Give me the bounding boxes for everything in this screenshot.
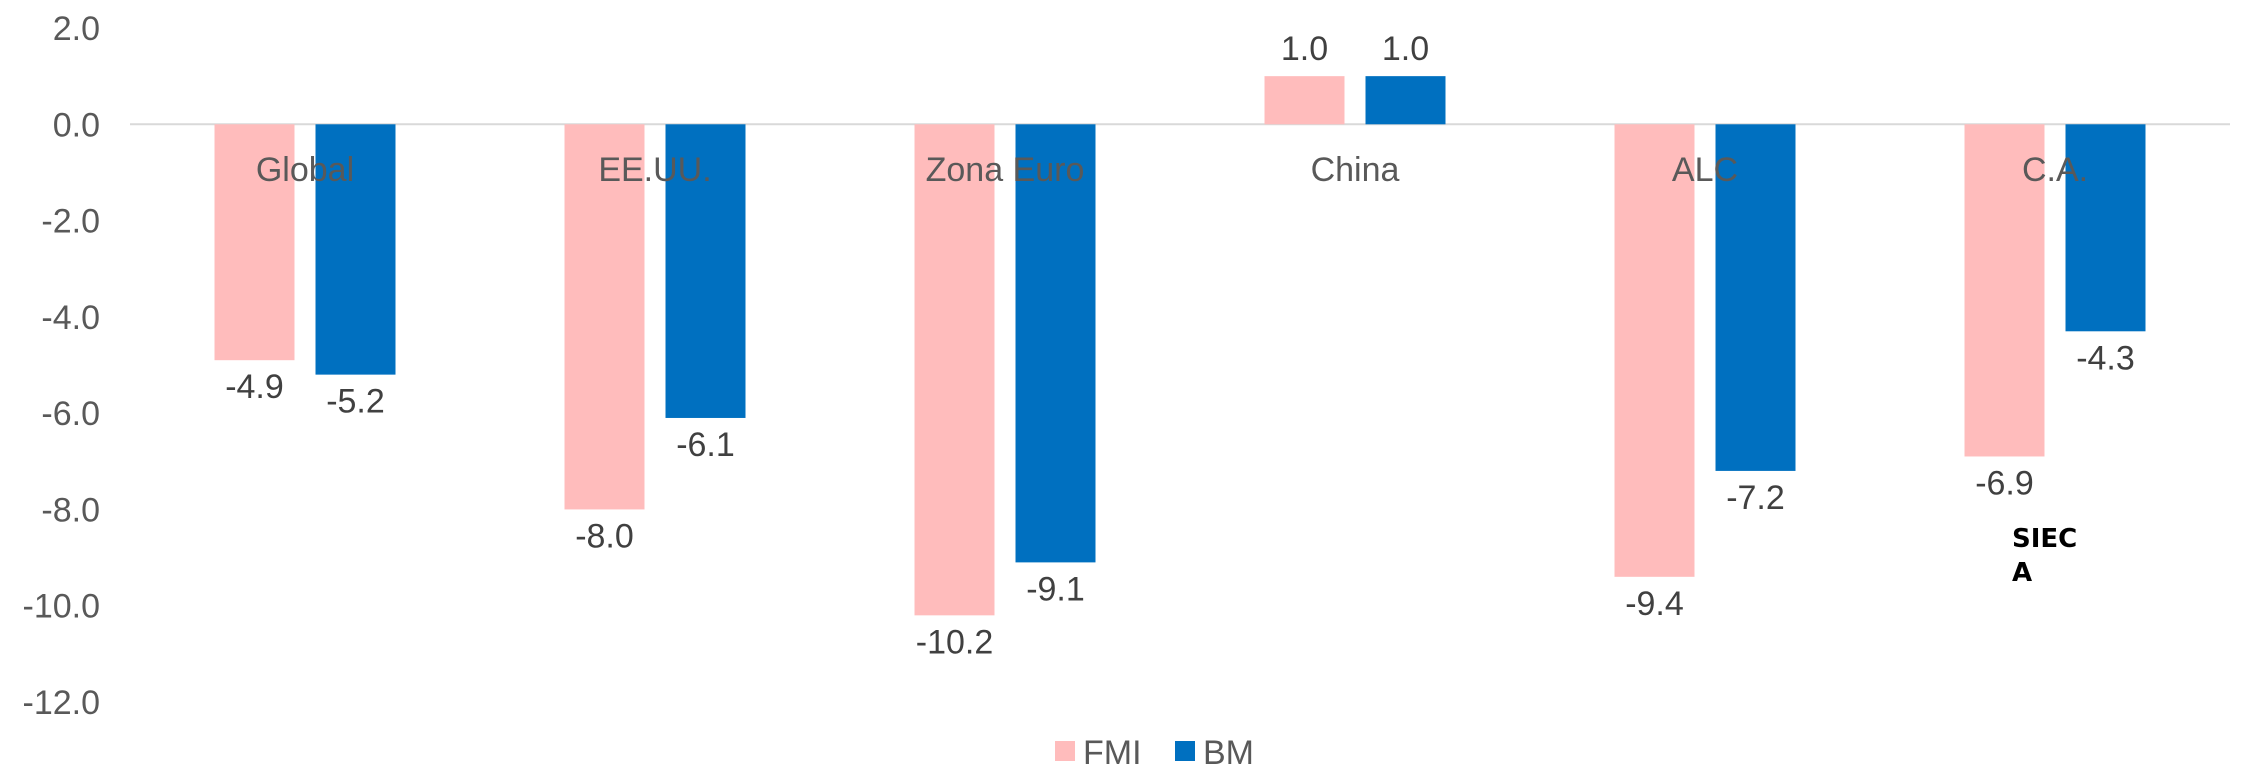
y-tick-label: 0.0: [53, 106, 100, 144]
value-labels: -4.9 -5.2 -8.0 -6.1 -10.2 -9.1 1.0 1.0 -9.4 -7.2 -…: [225, 30, 2135, 661]
y-tick-label: -12.0: [23, 684, 101, 722]
data-label-fmi: -6.9: [1975, 464, 2034, 502]
legend-swatch-fmi: [1055, 741, 1075, 761]
bar-fmi: [1614, 124, 1695, 577]
bar-bm: [2065, 124, 2146, 332]
category-label: ALC: [1672, 151, 1738, 189]
data-label-bm: -7.2: [1726, 479, 1785, 517]
data-label-bm: -4.3: [2076, 339, 2135, 377]
legend: FMI BM: [1055, 734, 1254, 772]
y-tick-label: -2.0: [41, 203, 100, 241]
data-label-bm: -9.1: [1026, 570, 1085, 608]
category-label: Zona Euro: [926, 151, 1085, 189]
y-tick-label: -10.0: [23, 588, 101, 626]
data-label-fmi: -10.2: [916, 623, 994, 661]
data-label-fmi: 1.0: [1281, 30, 1328, 68]
annotation-line: SIEC: [2012, 524, 2077, 554]
bar-fmi: [214, 124, 295, 361]
category-label: EE.UU.: [598, 151, 711, 189]
bar-bm: [315, 124, 396, 375]
bar-fmi: [1964, 124, 2045, 457]
annotation-line: A: [2012, 558, 2032, 588]
data-label-fmi: -8.0: [575, 517, 634, 555]
data-label-bm: -5.2: [326, 383, 385, 421]
data-label-bm: -6.1: [676, 426, 735, 464]
bar-bm: [665, 124, 746, 418]
bars: [214, 76, 2146, 616]
data-label-bm: 1.0: [1382, 30, 1429, 68]
category-label: Global: [256, 151, 354, 189]
bar-bm: [1365, 76, 1446, 125]
legend-swatch-bm: [1175, 741, 1195, 761]
data-label-fmi: -9.4: [1625, 585, 1684, 623]
category-label: China: [1311, 151, 1400, 189]
category-labels: Global EE.UU. Zona Euro China ALC C.A.: [256, 151, 2088, 189]
category-label: C.A.: [2022, 151, 2088, 189]
data-label-fmi: -4.9: [225, 368, 284, 406]
bar-bm: [1715, 124, 1796, 471]
y-axis-ticks: 2.0 0.0 -2.0 -4.0 -6.0 -8.0 -10.0 -12.0: [23, 10, 101, 722]
y-tick-label: -8.0: [41, 491, 100, 529]
bar-bm: [1015, 124, 1096, 563]
legend-label-bm: BM: [1203, 734, 1254, 772]
y-tick-label: -6.0: [41, 395, 100, 433]
y-tick-label: 2.0: [53, 10, 100, 48]
bar-fmi: [914, 124, 995, 616]
bar-fmi: [564, 124, 645, 510]
bar-fmi: [1264, 76, 1345, 125]
legend-label-fmi: FMI: [1083, 734, 1142, 772]
y-tick-label: -4.0: [41, 299, 100, 337]
siec-annotation: SIEC A: [2012, 524, 2077, 588]
